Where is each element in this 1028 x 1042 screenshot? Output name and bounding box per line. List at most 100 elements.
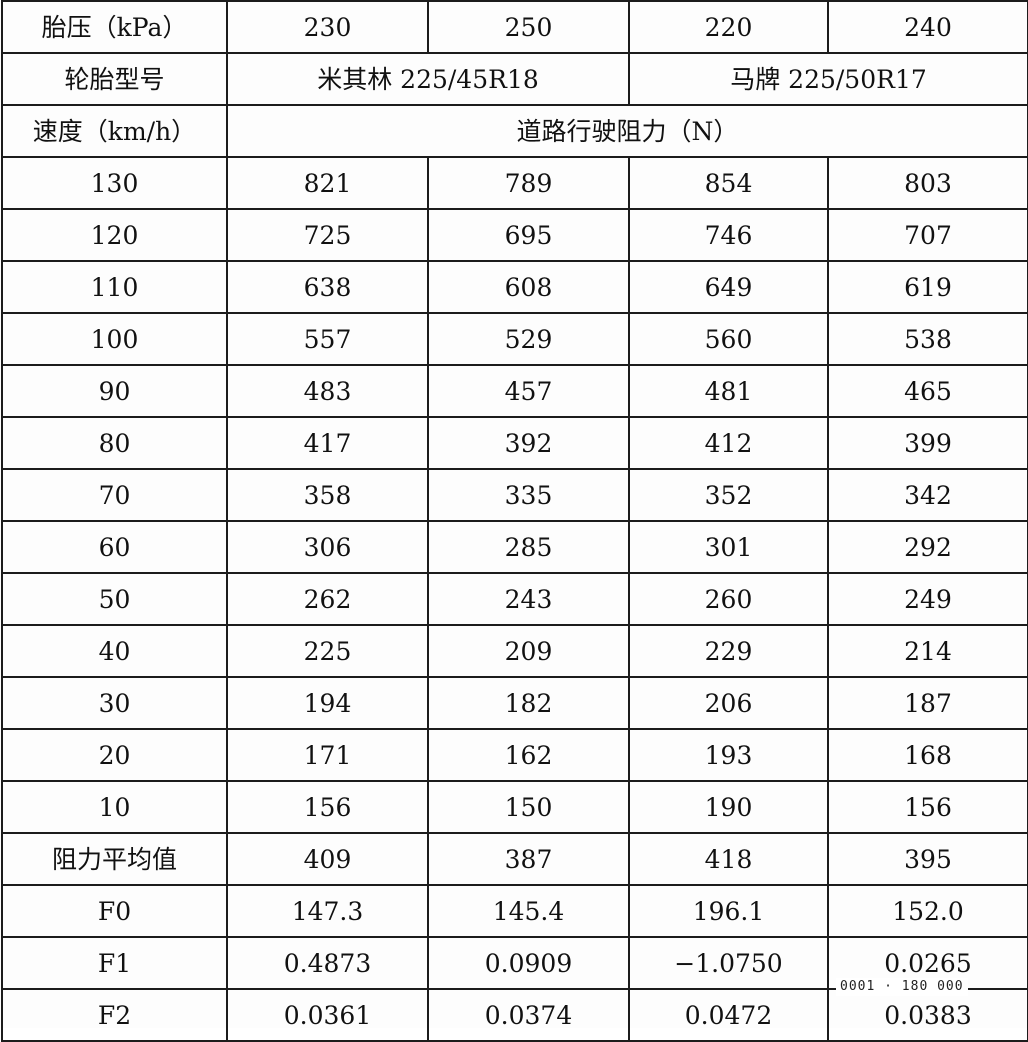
table-cell: 0.0383 bbox=[827, 988, 1028, 1042]
table-cell: 619 bbox=[827, 260, 1028, 314]
table-cell: 156 bbox=[226, 780, 429, 834]
table-cell: 214 bbox=[827, 624, 1028, 678]
speed-label: 速度（km/h） bbox=[1, 104, 228, 158]
table-cell: 707 bbox=[827, 208, 1028, 262]
table-cell: 190 bbox=[628, 780, 829, 834]
table-cell: 152.0 bbox=[827, 884, 1028, 938]
table-cell: 262 bbox=[226, 572, 429, 626]
tire-model-label: 轮胎型号 bbox=[1, 52, 228, 106]
table-cell: 168 bbox=[827, 728, 1028, 782]
speed-row-label: 100 bbox=[1, 312, 228, 366]
table-cell: 457 bbox=[427, 364, 630, 418]
table-cell: 352 bbox=[628, 468, 829, 522]
table-cell: 335 bbox=[427, 468, 630, 522]
speed-row-label: 130 bbox=[1, 156, 228, 210]
table-cell: 145.4 bbox=[427, 884, 630, 938]
table-cell: 481 bbox=[628, 364, 829, 418]
speed-row: 50 262 243 260 249 bbox=[1, 572, 1028, 626]
table-cell: 196.1 bbox=[628, 884, 829, 938]
tire-pressure-cell: 250 bbox=[427, 0, 630, 54]
speed-row-label: 110 bbox=[1, 260, 228, 314]
table-cell: 249 bbox=[827, 572, 1028, 626]
resistance-label: 道路行驶阻力（N） bbox=[226, 104, 1028, 158]
speed-row: 70 358 335 352 342 bbox=[1, 468, 1028, 522]
tire-pressure-cell: 220 bbox=[628, 0, 829, 54]
table-cell: 560 bbox=[628, 312, 829, 366]
table-cell: 483 bbox=[226, 364, 429, 418]
summary-row-label: F0 bbox=[1, 884, 228, 938]
summary-row: F2 0.0361 0.0374 0.0472 0.0383 bbox=[1, 988, 1028, 1042]
table-cell: 399 bbox=[827, 416, 1028, 470]
table-cell: 243 bbox=[427, 572, 630, 626]
speed-row-label: 10 bbox=[1, 780, 228, 834]
table-cell: 392 bbox=[427, 416, 630, 470]
table-cell: 156 bbox=[827, 780, 1028, 834]
table-cell: 465 bbox=[827, 364, 1028, 418]
speed-header-row: 速度（km/h） 道路行驶阻力（N） bbox=[1, 104, 1028, 158]
table-cell: 187 bbox=[827, 676, 1028, 730]
table-cell: 409 bbox=[226, 832, 429, 886]
speed-row: 30 194 182 206 187 bbox=[1, 676, 1028, 730]
speed-row-label: 60 bbox=[1, 520, 228, 574]
table-cell: 0.0374 bbox=[427, 988, 630, 1042]
tire-pressure-row: 胎压（kPa） 230 250 220 240 bbox=[1, 0, 1028, 54]
table-cell: 0.0361 bbox=[226, 988, 429, 1042]
table-cell: −1.0750 bbox=[628, 936, 829, 990]
table-cell: 725 bbox=[226, 208, 429, 262]
tire-pressure-label: 胎压（kPa） bbox=[1, 0, 228, 54]
table-cell: 803 bbox=[827, 156, 1028, 210]
tire-model-row: 轮胎型号 米其林 225/45R18 马牌 225/50R17 bbox=[1, 52, 1028, 106]
table-cell: 0.0909 bbox=[427, 936, 630, 990]
table-cell: 193 bbox=[628, 728, 829, 782]
tire-model-continental: 马牌 225/50R17 bbox=[628, 52, 1028, 106]
table-cell: 789 bbox=[427, 156, 630, 210]
summary-row-label: 阻力平均值 bbox=[1, 832, 228, 886]
table-cell: 608 bbox=[427, 260, 630, 314]
tire-pressure-cell: 240 bbox=[827, 0, 1028, 54]
table-cell: 821 bbox=[226, 156, 429, 210]
table-cell: 695 bbox=[427, 208, 630, 262]
summary-row: F1 0.4873 0.0909 −1.0750 0.0265 bbox=[1, 936, 1028, 990]
speed-row-label: 40 bbox=[1, 624, 228, 678]
speed-row: 40 225 209 229 214 bbox=[1, 624, 1028, 678]
table-cell: 538 bbox=[827, 312, 1028, 366]
table-cell: 0.4873 bbox=[226, 936, 429, 990]
table-cell: 229 bbox=[628, 624, 829, 678]
speed-row: 20 171 162 193 168 bbox=[1, 728, 1028, 782]
speed-row: 100 557 529 560 538 bbox=[1, 312, 1028, 366]
summary-row-label: F1 bbox=[1, 936, 228, 990]
speed-row: 60 306 285 301 292 bbox=[1, 520, 1028, 574]
table-cell: 557 bbox=[226, 312, 429, 366]
speed-row-label: 90 bbox=[1, 364, 228, 418]
table-cell: 306 bbox=[226, 520, 429, 574]
table-cell: 746 bbox=[628, 208, 829, 262]
table-cell: 529 bbox=[427, 312, 630, 366]
speed-row-label: 80 bbox=[1, 416, 228, 470]
speed-row-label: 20 bbox=[1, 728, 228, 782]
table-cell: 412 bbox=[628, 416, 829, 470]
table-cell: 171 bbox=[226, 728, 429, 782]
table-cell: 418 bbox=[628, 832, 829, 886]
watermark-stamp: 0001 · 180 000 bbox=[836, 978, 968, 996]
table-cell: 395 bbox=[827, 832, 1028, 886]
speed-row-label: 30 bbox=[1, 676, 228, 730]
tire-model-michelin: 米其林 225/45R18 bbox=[226, 52, 630, 106]
speed-row: 130 821 789 854 803 bbox=[1, 156, 1028, 210]
table-cell: 854 bbox=[628, 156, 829, 210]
speed-row: 90 483 457 481 465 bbox=[1, 364, 1028, 418]
table-cell: 260 bbox=[628, 572, 829, 626]
table-cell: 150 bbox=[427, 780, 630, 834]
table-cell: 225 bbox=[226, 624, 429, 678]
table-cell: 285 bbox=[427, 520, 630, 574]
table-cell: 638 bbox=[226, 260, 429, 314]
summary-row: F0 147.3 145.4 196.1 152.0 bbox=[1, 884, 1028, 938]
table-cell: 147.3 bbox=[226, 884, 429, 938]
table-cell: 209 bbox=[427, 624, 630, 678]
table-cell: 206 bbox=[628, 676, 829, 730]
speed-row: 80 417 392 412 399 bbox=[1, 416, 1028, 470]
table-cell: 301 bbox=[628, 520, 829, 574]
summary-row-label: F2 bbox=[1, 988, 228, 1042]
